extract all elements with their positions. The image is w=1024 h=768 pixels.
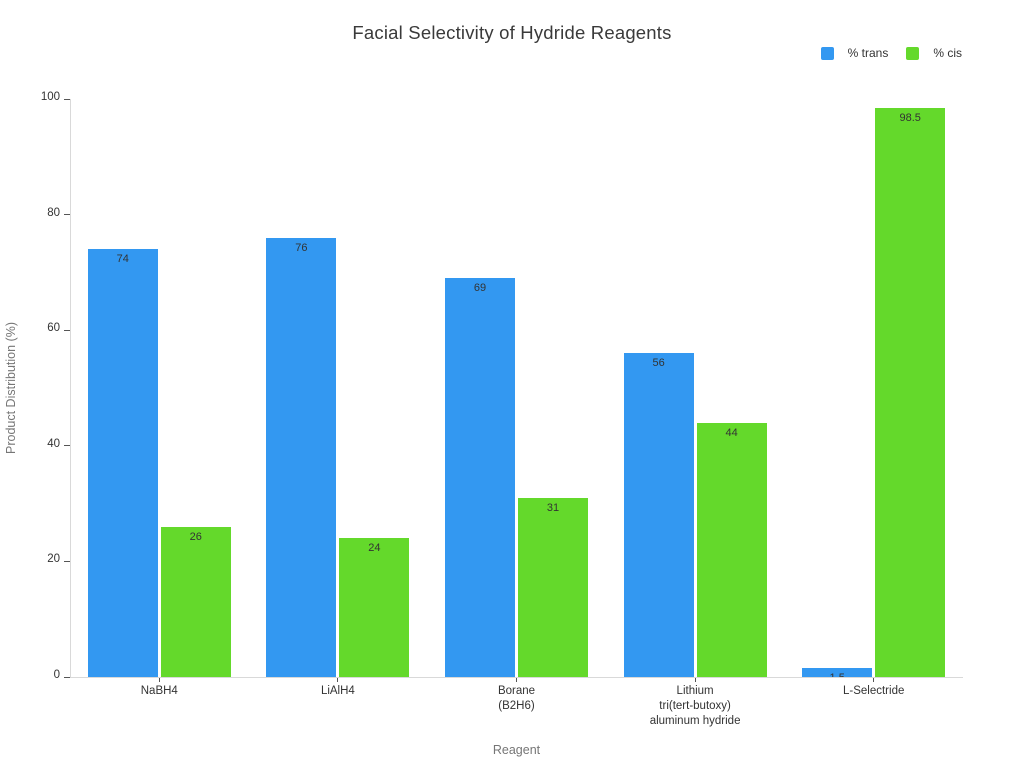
x-tick-mark	[337, 678, 339, 682]
y-tick-mark	[64, 98, 70, 100]
bar-value-label: 1.5	[802, 672, 872, 677]
bar-cis-borane-b2h6: 31	[518, 497, 588, 677]
y-tick-label: 80	[47, 206, 60, 219]
y-tick-label: 0	[53, 669, 60, 681]
bar-value-label: 44	[725, 426, 738, 439]
bar-value-label: 69	[473, 282, 487, 295]
x-tick-label-l-selectride: L-Selectride	[779, 684, 969, 699]
x-tick-label-lithium-tri-tert-butoxy-aluminum-hydride: Lithium tri(tert-butoxy) aluminum hydride	[600, 684, 790, 729]
bar-trans-lialh4: 76	[266, 237, 337, 677]
x-tick-label-line: Borane	[497, 685, 536, 697]
legend-swatch-trans-icon	[820, 46, 834, 60]
bar-trans-borane-b2h6: 69	[445, 278, 515, 677]
legend: % trans % cis	[820, 46, 962, 60]
x-tick-mark	[158, 678, 160, 682]
legend-item-trans: % trans	[820, 46, 889, 60]
bar-value-label: 26	[189, 530, 202, 543]
x-tick-label-line: aluminum hydride	[649, 715, 741, 727]
bar-trans-l-selectride: 1.5	[802, 668, 873, 677]
x-tick-label-line: L-Selectride	[843, 685, 905, 697]
y-tick-label: 20	[47, 553, 60, 566]
x-tick-label-line: Lithium	[676, 685, 714, 697]
bar-value-label: 56	[652, 357, 665, 370]
y-tick-mark	[64, 329, 70, 331]
y-tick-label: 40	[47, 437, 60, 450]
x-tick-mark	[516, 678, 517, 682]
bar-trans-lithium-tri-tert-butoxy-aluminum-hydride: 56	[623, 353, 694, 677]
bar-value-label: 74	[116, 253, 129, 266]
y-tick-mark	[64, 214, 70, 216]
x-tick-mark	[694, 678, 696, 682]
x-tick-label-line: NaBH4	[140, 685, 178, 697]
legend-swatch-cis-icon	[906, 46, 920, 60]
bar-value-label: 24	[368, 542, 381, 555]
bar-cis-l-selectride: 98.5	[875, 107, 946, 677]
legend-item-cis: % cis	[906, 46, 962, 60]
y-tick-label: 100	[40, 91, 60, 103]
x-tick-label-line: LiAlH4	[320, 685, 355, 697]
bar-value-label: 98.5	[899, 111, 921, 124]
bar-cis-lialh4: 24	[339, 538, 410, 677]
y-tick-label: 60	[47, 322, 60, 335]
x-tick-label-line: (B2H6)	[498, 700, 535, 712]
x-tick-label-nabh4: NaBH4	[64, 684, 254, 699]
y-tick-mark	[64, 445, 70, 447]
legend-label-cis: % cis	[933, 46, 962, 60]
bar-cis-nabh4: 26	[160, 526, 231, 677]
bar-trans-nabh4: 74	[87, 249, 158, 677]
bar-cis-lithium-tri-tert-butoxy-aluminum-hydride: 44	[696, 422, 767, 677]
x-tick-mark	[873, 678, 875, 682]
bar-value-label: 31	[546, 501, 560, 514]
y-tick-mark	[64, 676, 70, 678]
x-axis-title: Reagent	[492, 743, 541, 757]
x-axis-line	[70, 677, 963, 678]
y-axis-line	[70, 99, 71, 677]
chart-title: Facial Selectivity of Hydride Reagents	[352, 22, 672, 43]
y-axis-title: Product Distribution (%)	[4, 322, 18, 454]
x-tick-label-borane-b2h6: Borane (B2H6)	[422, 684, 612, 714]
y-tick-mark	[64, 560, 70, 562]
x-tick-label-lialh4: LiAlH4	[243, 684, 433, 699]
x-tick-label-line: tri(tert-butoxy)	[659, 700, 731, 712]
bar-value-label: 76	[295, 241, 308, 254]
legend-label-trans: % trans	[847, 46, 889, 60]
